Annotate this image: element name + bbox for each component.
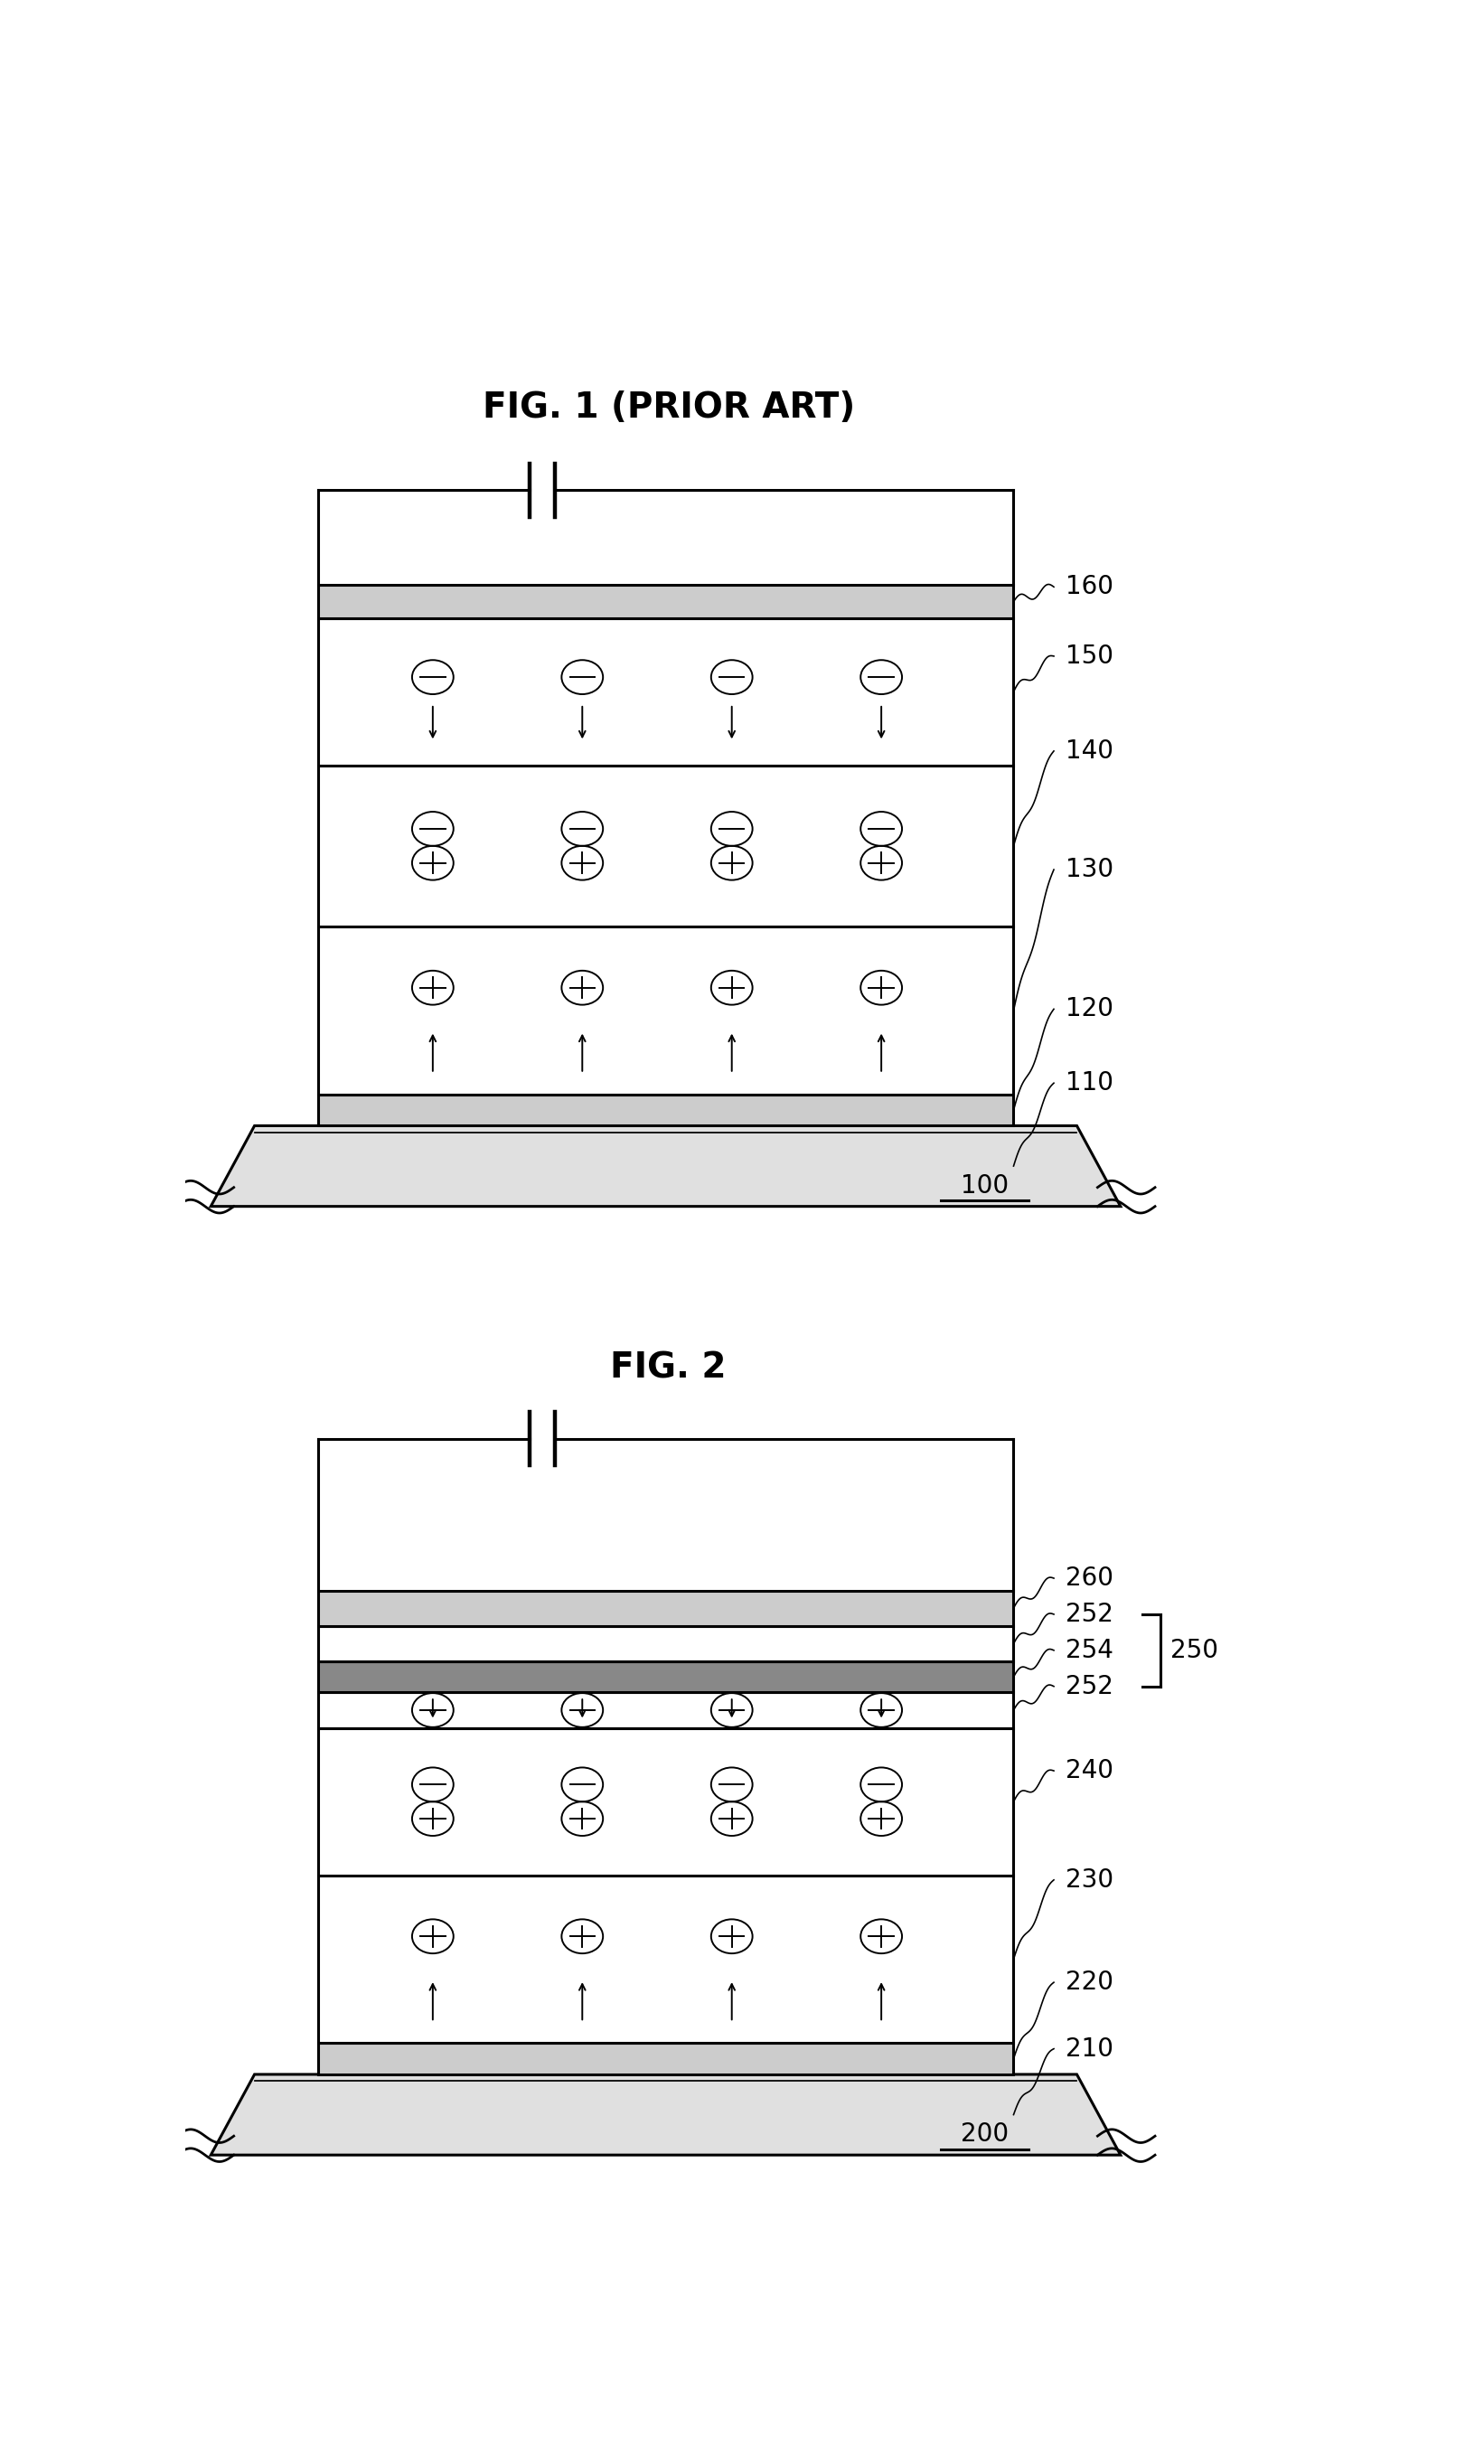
Text: 100: 100	[960, 1173, 1009, 1198]
Bar	[318, 1626, 1014, 1661]
Bar	[318, 618, 1014, 766]
Text: 252: 252	[1066, 1602, 1113, 1626]
Bar	[318, 1661, 1014, 1693]
Text: 110: 110	[1066, 1069, 1113, 1096]
Text: 210: 210	[1066, 2035, 1113, 2062]
Text: 250: 250	[1169, 1639, 1218, 1663]
Text: 240: 240	[1066, 1759, 1113, 1784]
Bar	[318, 766, 1014, 926]
Text: 252: 252	[1066, 1673, 1113, 1700]
Bar	[318, 1592, 1014, 1626]
Bar	[318, 1094, 1014, 1126]
Text: FIG. 2: FIG. 2	[610, 1350, 727, 1385]
Text: 200: 200	[960, 2122, 1009, 2146]
Text: 230: 230	[1066, 1868, 1113, 1892]
Bar	[318, 1727, 1014, 1875]
Text: 160: 160	[1066, 574, 1113, 599]
Bar	[318, 1875, 1014, 2043]
Text: FIG. 1 (PRIOR ART): FIG. 1 (PRIOR ART)	[482, 389, 855, 424]
Text: 260: 260	[1066, 1565, 1113, 1592]
Bar	[318, 2043, 1014, 2075]
Text: 150: 150	[1066, 643, 1113, 668]
Polygon shape	[211, 2075, 1120, 2156]
Bar	[318, 584, 1014, 618]
Polygon shape	[211, 1126, 1120, 1207]
Text: 254: 254	[1066, 1639, 1113, 1663]
Text: 140: 140	[1066, 739, 1113, 764]
Text: 120: 120	[1066, 995, 1113, 1023]
Text: 130: 130	[1066, 857, 1113, 882]
Bar	[318, 926, 1014, 1094]
Bar	[318, 1693, 1014, 1727]
Text: 220: 220	[1066, 1969, 1113, 1996]
